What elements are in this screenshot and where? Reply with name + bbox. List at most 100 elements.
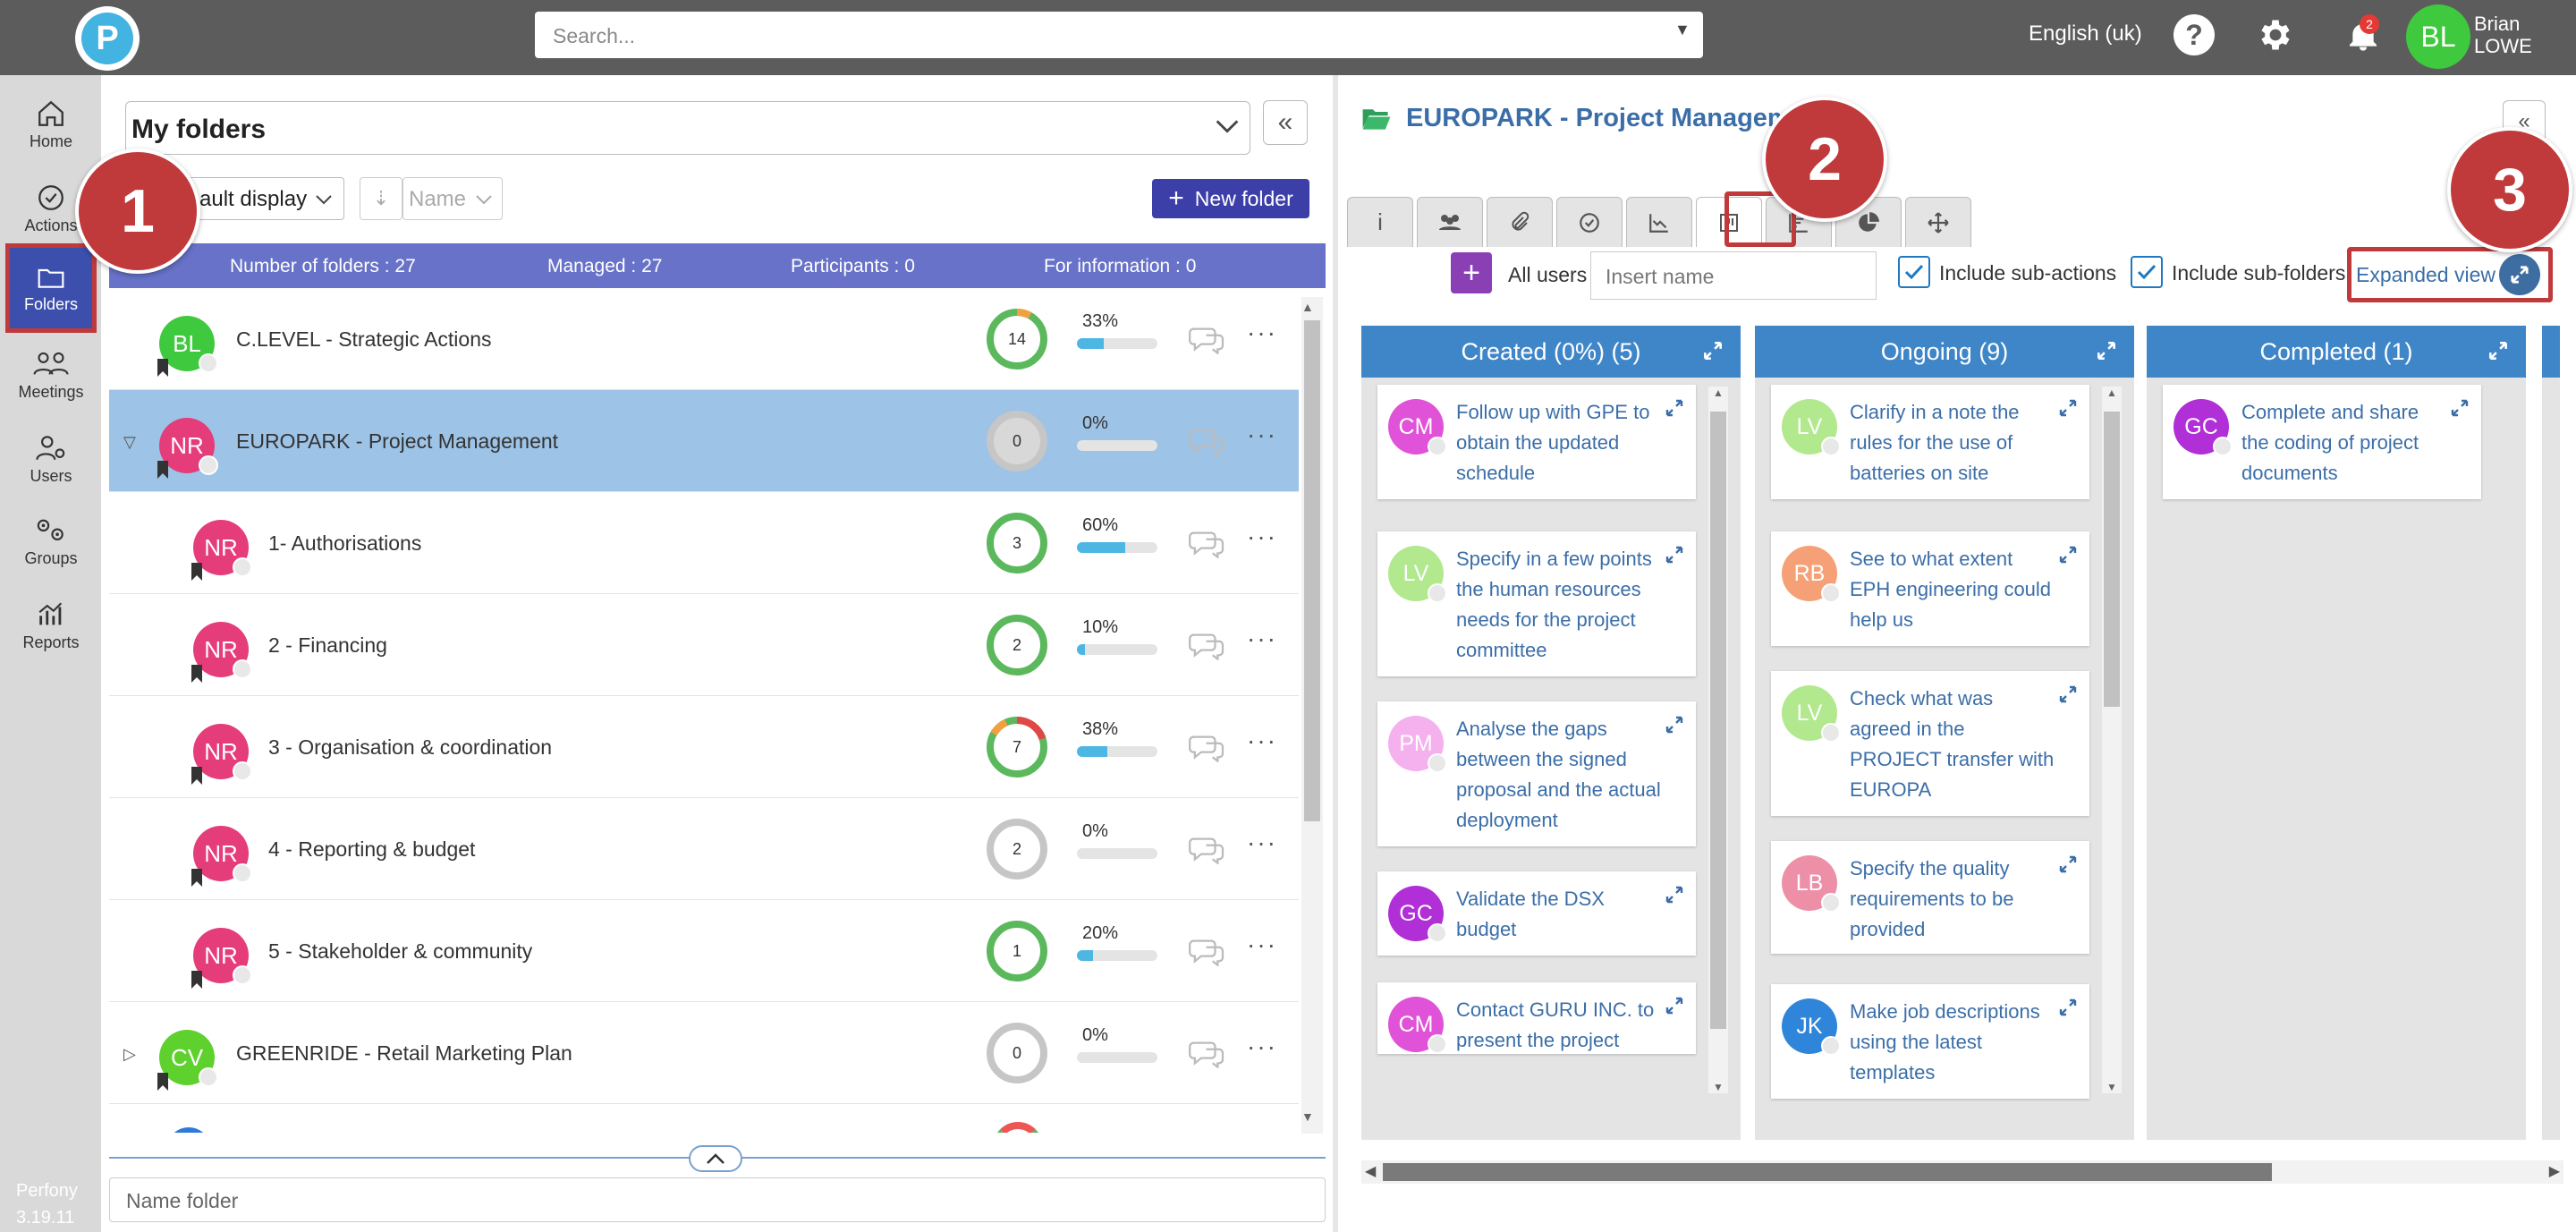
scroll-up-arrow[interactable]: ▲ <box>1301 300 1314 314</box>
expand-column-icon[interactable] <box>2095 339 2118 362</box>
nav-meetings[interactable]: Meetings <box>5 335 97 415</box>
folder-name[interactable]: GREENRIDE - Retail Marketing Plan <box>236 1041 572 1065</box>
search-input[interactable]: Search... <box>535 12 1703 58</box>
folder-row[interactable]: ▽ NR EUROPARK - Project Management 0 0% ··· <box>109 390 1299 492</box>
expand-card-icon[interactable] <box>1664 714 1685 735</box>
action-card[interactable]: GC Complete and share the coding of proje… <box>2163 385 2481 499</box>
action-title[interactable]: Analyse the gaps between the signed prop… <box>1456 718 1661 831</box>
folder-scope-select[interactable]: My folders <box>125 101 1250 155</box>
more-options-icon[interactable]: ··· <box>1247 726 1277 754</box>
action-title[interactable]: Contact GURU INC. to present the project <box>1456 998 1655 1051</box>
folder-name[interactable]: C.LEVEL - Strategic Actions <box>236 327 492 351</box>
language-selector[interactable]: English (uk) <box>2029 21 2142 46</box>
expand-toggle-icon[interactable]: ▽ <box>123 433 136 451</box>
folder-name[interactable]: 4 - Reporting & budget <box>268 837 476 861</box>
folder-name[interactable]: EUROPARK - Project Management <box>236 429 559 453</box>
comments-icon[interactable] <box>1188 732 1227 762</box>
folder-row[interactable]: NR 3 - Organisation & coordination 7 38% ··· <box>109 696 1299 798</box>
action-title[interactable]: Validate the DSX budget <box>1456 888 1605 940</box>
nav-home[interactable]: Home <box>5 84 97 165</box>
comments-icon[interactable] <box>1188 426 1227 456</box>
action-title[interactable]: Check what was agreed in the PROJECT tra… <box>1850 687 2055 801</box>
action-card[interactable]: LB Specify the quality requirements to be… <box>1771 841 2089 954</box>
column-scrollbar[interactable]: ▲ ▼ <box>1708 387 1728 1093</box>
action-card[interactable]: PM Analyse the gaps between the signed pr… <box>1377 701 1696 846</box>
nav-groups[interactable]: Groups <box>5 501 97 582</box>
action-card[interactable]: CM Follow up with GPE to obtain the updat… <box>1377 385 1696 499</box>
column-scrollbar[interactable]: ▲ ▼ <box>2102 387 2122 1093</box>
expand-card-icon[interactable] <box>2057 397 2079 419</box>
name-folder-input[interactable]: Name folder <box>109 1177 1326 1222</box>
nav-folders[interactable]: Folders <box>5 243 97 333</box>
sort-order-icon[interactable]: ⇣ <box>360 177 402 220</box>
more-options-icon[interactable]: ··· <box>1247 930 1277 958</box>
folder-row[interactable]: ▷ CV GREENRIDE - Retail Marketing Plan 0 0% ·… <box>109 1002 1299 1104</box>
action-title[interactable]: Complete and share the coding of project… <box>2241 401 2419 484</box>
action-title[interactable]: Specify in a few points the human resour… <box>1456 548 1652 661</box>
more-options-icon[interactable]: ··· <box>1247 523 1277 550</box>
move-icon[interactable] <box>1905 197 1971 247</box>
comments-icon[interactable] <box>1188 324 1227 354</box>
comments-icon[interactable] <box>1188 936 1227 966</box>
kanban-horizontal-scrollbar[interactable]: ◀ ▶ <box>1361 1160 2563 1184</box>
gear-icon[interactable] <box>2254 13 2297 56</box>
expand-icon[interactable] <box>2499 254 2540 295</box>
comments-icon[interactable] <box>1188 630 1227 660</box>
collapse-folders-button[interactable]: « <box>1263 100 1308 145</box>
team-icon[interactable] <box>1417 197 1483 247</box>
folder-row[interactable]: NR 1- Authorisations 3 60% ··· <box>109 492 1299 594</box>
add-action-button[interactable]: + <box>1451 252 1492 293</box>
include-sub-actions-checkbox[interactable] <box>1898 256 1930 288</box>
scroll-down-arrow[interactable]: ▼ <box>1301 1109 1314 1124</box>
folder-row[interactable]: NR 5 - Stakeholder & community 1 20% ··· <box>109 900 1299 1002</box>
more-options-icon[interactable]: ··· <box>1247 1032 1277 1060</box>
user-name[interactable]: Brian LOWE <box>2474 13 2532 57</box>
nav-actions[interactable]: Actions <box>5 168 97 249</box>
folder-name[interactable]: 2 - Financing <box>268 633 387 657</box>
action-card[interactable]: LV Clarify in a note the rules for the us… <box>1771 385 2089 499</box>
insert-name-input[interactable]: Insert name <box>1590 251 1877 300</box>
sort-field-select[interactable]: Name <box>402 177 503 220</box>
action-title[interactable]: Clarify in a note the rules for the use … <box>1850 401 2020 484</box>
action-card[interactable]: JK Make job descriptions using the latest… <box>1771 984 2089 1099</box>
more-options-icon[interactable]: ··· <box>1247 319 1277 346</box>
expand-column-icon[interactable] <box>1701 339 1724 362</box>
action-card[interactable]: LV Specify in a few points the human reso… <box>1377 531 1696 676</box>
more-options-icon[interactable]: ··· <box>1247 828 1277 856</box>
action-card[interactable]: CM Contact GURU INC. to present the proje… <box>1377 982 1696 1054</box>
expand-card-icon[interactable] <box>2057 544 2079 565</box>
action-card[interactable]: GC Validate the DSX budget <box>1377 871 1696 956</box>
folder-name[interactable]: 5 - Stakeholder & community <box>268 939 533 963</box>
comments-icon[interactable] <box>1188 1038 1227 1068</box>
expand-card-icon[interactable] <box>1664 544 1685 565</box>
expand-card-icon[interactable] <box>1664 884 1685 905</box>
action-title[interactable]: Specify the quality requirements to be p… <box>1850 857 2014 940</box>
folder-row[interactable]: BL C.LEVEL - Strategic Actions 14 33% ··· <box>109 288 1299 390</box>
expanded-view-link[interactable]: Expanded view <box>2356 263 2496 286</box>
kanban-icon[interactable] <box>1696 197 1762 247</box>
comments-icon[interactable] <box>1188 834 1227 864</box>
nav-reports[interactable]: Reports <box>5 585 97 666</box>
more-options-icon[interactable]: ··· <box>1247 624 1277 652</box>
line-chart-icon[interactable] <box>1626 197 1692 247</box>
expand-toggle-icon[interactable]: ▷ <box>123 1045 136 1063</box>
expand-column-icon[interactable] <box>2487 339 2510 362</box>
nav-users[interactable]: Users <box>5 419 97 499</box>
folder-row[interactable]: NR 4 - Reporting & budget 2 0% ··· <box>109 798 1299 900</box>
info-icon[interactable]: i <box>1347 197 1413 247</box>
check-icon[interactable] <box>1556 197 1623 247</box>
perfony-logo[interactable]: P <box>75 6 140 71</box>
expand-card-icon[interactable] <box>2057 854 2079 875</box>
expand-card-icon[interactable] <box>2057 997 2079 1018</box>
action-title[interactable]: Make job descriptions using the latest t… <box>1850 1000 2040 1083</box>
folder-list-scrollbar[interactable] <box>1301 297 1323 1134</box>
action-card[interactable]: LV Check what was agreed in the PROJECT t… <box>1771 671 2089 816</box>
expand-card-icon[interactable] <box>2449 397 2470 419</box>
action-title[interactable]: See to what extent EPH engineering could… <box>1850 548 2052 631</box>
expand-card-icon[interactable] <box>2057 684 2079 705</box>
folder-name[interactable]: 1- Authorisations <box>268 531 422 555</box>
action-title[interactable]: Follow up with GPE to obtain the updated… <box>1456 401 1650 484</box>
panel-divider[interactable] <box>1333 75 1338 1232</box>
paperclip-icon[interactable] <box>1487 197 1553 247</box>
comments-icon[interactable] <box>1188 528 1227 558</box>
